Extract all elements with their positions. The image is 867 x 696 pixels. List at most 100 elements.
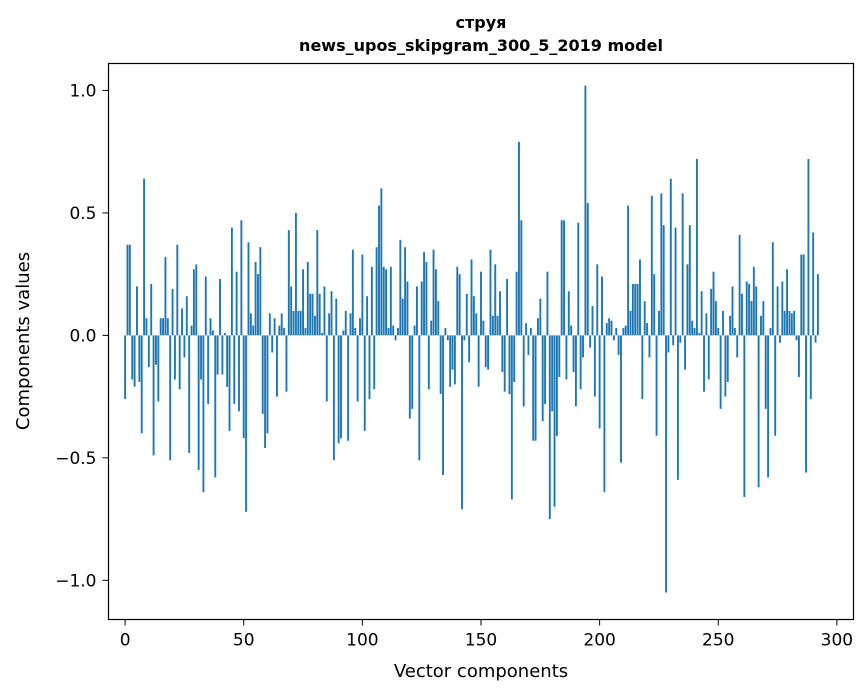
bar-92 — [342, 330, 345, 336]
bar-7 — [140, 335, 143, 434]
bar-12 — [152, 335, 155, 456]
y-tick-label: 1.0 — [69, 81, 96, 101]
bar-242 — [698, 332, 701, 336]
bar-5 — [136, 286, 138, 336]
bar-206 — [612, 335, 615, 341]
x-tick-label: 150 — [465, 631, 497, 651]
bar-250 — [717, 328, 720, 336]
bar-292 — [816, 274, 819, 336]
bar-2 — [128, 244, 131, 336]
bar-107 — [378, 205, 380, 336]
bar-103 — [368, 335, 371, 400]
bar-224 — [655, 335, 658, 436]
bar-245 — [705, 313, 708, 336]
bar-26 — [185, 296, 188, 336]
bar-244 — [703, 335, 705, 392]
bar-283 — [795, 335, 798, 341]
bar-173 — [534, 335, 537, 441]
bar-291 — [814, 335, 817, 343]
bar-270 — [764, 335, 767, 409]
bar-113 — [392, 325, 395, 336]
bar-231 — [672, 335, 675, 346]
y-axis-label: Components values — [13, 252, 34, 430]
bar-251 — [719, 335, 722, 409]
bar-138 — [451, 335, 454, 370]
bar-45 — [230, 227, 233, 336]
bar-227 — [662, 225, 665, 336]
bar-264 — [750, 301, 753, 336]
bar-77 — [306, 261, 309, 336]
bar-257 — [733, 328, 736, 336]
bar-37 — [211, 330, 214, 336]
bar-32 — [200, 335, 202, 380]
bar-186 — [565, 335, 568, 380]
bar-258 — [736, 335, 739, 358]
bar-235 — [681, 193, 684, 336]
bar-185 — [563, 220, 565, 336]
bar-124 — [418, 335, 421, 461]
bar-130 — [432, 249, 435, 336]
bar-279 — [786, 269, 789, 336]
bar-220 — [646, 323, 649, 336]
bar-172 — [532, 335, 535, 441]
bar-200 — [598, 335, 601, 429]
bar-136 — [446, 335, 449, 341]
bar-139 — [453, 335, 456, 385]
bar-234 — [679, 335, 682, 343]
y-axis-ticks: −1.0 −0.5 0.0 0.5 1.0 — [55, 81, 109, 591]
bar-240 — [693, 328, 696, 336]
bar-155 — [491, 315, 494, 336]
bar-72 — [294, 212, 297, 336]
bar-30 — [195, 264, 198, 336]
bar-177 — [544, 335, 547, 404]
bar-175 — [539, 298, 542, 336]
bar-208 — [617, 335, 620, 355]
bar-81 — [316, 230, 319, 336]
bar-198 — [593, 335, 596, 397]
bar-79 — [311, 293, 314, 336]
bar-166 — [518, 141, 520, 336]
bar-119 — [406, 281, 409, 336]
bar-277 — [781, 281, 784, 336]
bar-262 — [745, 281, 748, 336]
bar-6 — [138, 335, 141, 382]
bar-14 — [157, 335, 160, 402]
bar-189 — [572, 335, 575, 373]
bar-237 — [686, 264, 689, 336]
bar-67 — [283, 328, 286, 336]
bar-212 — [627, 205, 630, 336]
bar-266 — [755, 286, 758, 336]
bar-197 — [591, 305, 594, 336]
bar-39 — [216, 335, 219, 375]
bar-253 — [724, 335, 727, 397]
bar-241 — [695, 159, 698, 336]
bar-51 — [245, 335, 248, 512]
bar-255 — [729, 315, 732, 336]
bar-31 — [197, 335, 200, 471]
bar-216 — [636, 283, 639, 336]
x-axis-label: Vector components — [394, 661, 568, 682]
bar-111 — [387, 328, 390, 336]
bar-19 — [169, 335, 172, 461]
bar-135 — [444, 328, 447, 336]
bar-243 — [700, 291, 703, 336]
bar-91 — [340, 335, 342, 439]
bar-228 — [665, 335, 668, 593]
bar-41 — [221, 335, 224, 375]
bar-1 — [126, 244, 129, 336]
bar-276 — [779, 335, 781, 343]
bar-215 — [634, 283, 637, 336]
bar-275 — [776, 286, 779, 336]
bar-87 — [330, 291, 333, 336]
bar-17 — [164, 257, 167, 336]
bar-280 — [788, 310, 791, 336]
bar-260 — [741, 293, 743, 336]
x-axis-ticks: 0 50 100 150 200 250 300 — [120, 619, 853, 651]
y-tick-label: −1.0 — [55, 571, 96, 591]
bar-98 — [356, 335, 359, 402]
bar-151 — [482, 320, 485, 336]
bar-76 — [304, 328, 307, 336]
bar-211 — [624, 325, 627, 336]
bar-18 — [166, 318, 169, 336]
bars-group — [124, 85, 819, 593]
